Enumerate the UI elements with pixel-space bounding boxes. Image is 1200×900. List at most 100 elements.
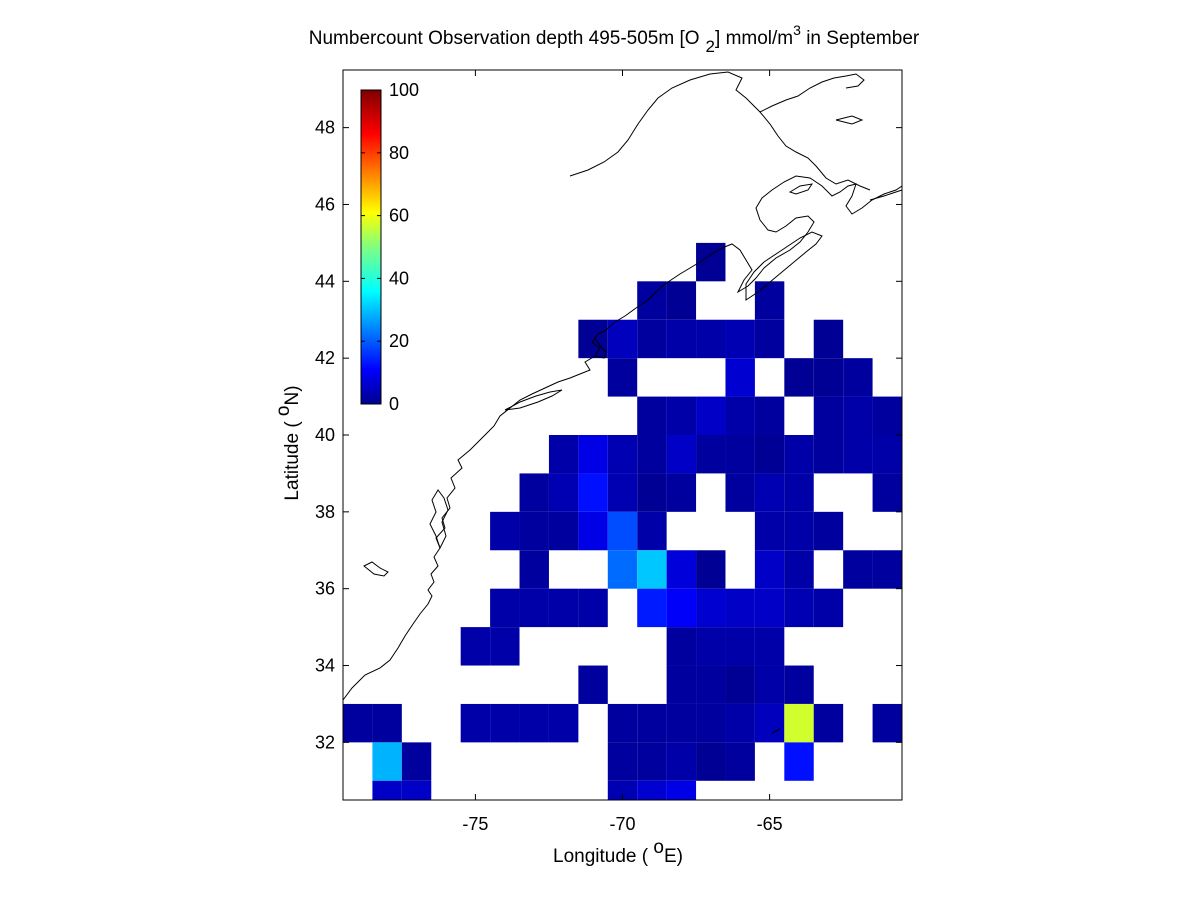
coastline-chesapeake — [429, 489, 449, 550]
colorbar-tick-label: 80 — [389, 143, 409, 163]
title-part3: in September — [801, 28, 920, 49]
heatmap-cell — [725, 627, 755, 666]
heatmap-cell — [754, 511, 785, 551]
heatmap-cell — [784, 742, 814, 781]
colorbar-tick-label: 60 — [389, 206, 409, 226]
heatmap-cell — [784, 588, 814, 628]
chart-title: Numbercount Observation depth 495-505m [… — [309, 22, 920, 56]
heatmap-cell — [607, 358, 638, 397]
heatmap-cell — [401, 780, 432, 800]
heatmap-cell — [754, 396, 785, 435]
heatmap-cell — [813, 319, 844, 359]
heatmap-cell — [519, 473, 549, 512]
coastline-prince-edward-island — [788, 183, 814, 195]
heatmap-cell — [578, 588, 608, 628]
heatmap-cell — [725, 473, 755, 512]
heatmap-cell — [813, 358, 844, 397]
y-tick-label: 46 — [315, 194, 335, 214]
x-label-post: E) — [664, 846, 683, 867]
heatmap-cell — [813, 435, 844, 474]
x-tick-label: -65 — [757, 814, 783, 834]
heatmap-cell — [637, 780, 667, 800]
heatmap-cell — [637, 742, 667, 781]
coastline-bermuda — [771, 728, 781, 734]
y-tick-label: 40 — [315, 425, 335, 445]
heatmap-cell — [490, 588, 520, 628]
y-tick-label: 44 — [315, 271, 335, 291]
heatmap-cell — [666, 742, 697, 781]
coastline-us-east — [342, 175, 903, 701]
heatmap-cell — [666, 665, 697, 704]
colorbar: 0 20 40 60 80 100 — [360, 80, 419, 414]
heatmap-cell — [666, 703, 697, 743]
x-axis-ticks: -75 -70 -65 — [462, 70, 783, 834]
heatmap-cell — [460, 627, 491, 666]
heatmap-cell — [666, 435, 697, 474]
heatmap-cell — [696, 703, 726, 743]
heatmap-cell — [754, 319, 785, 359]
heatmap-cell — [666, 588, 697, 628]
coastline-cape-cod — [594, 337, 607, 359]
title-subscript: 2 — [706, 37, 715, 56]
heatmap-cell — [784, 511, 814, 551]
heatmap-cell — [548, 588, 579, 628]
heatmap-cell — [696, 550, 726, 589]
heatmap-cell — [401, 742, 432, 781]
heatmap-cell — [872, 435, 902, 474]
x-label-pre: Longitude ( — [553, 846, 653, 867]
heatmap-cell — [372, 703, 402, 743]
heatmap-cell — [548, 473, 579, 512]
coastline-anticosti — [835, 115, 864, 125]
heatmap-cell — [725, 358, 755, 397]
heatmap-cell — [754, 703, 785, 743]
heatmap-cell — [843, 358, 873, 397]
heatmap-cell — [696, 396, 726, 435]
y-label-degree: o — [273, 405, 294, 416]
heatmap-cell — [607, 473, 638, 512]
y-axis-ticks: 32 34 36 38 40 42 44 46 48 — [315, 118, 902, 752]
heatmap-cell — [548, 435, 579, 474]
colorbar-ticks: 0 20 40 60 80 100 — [361, 80, 419, 414]
heatmap-cell — [754, 435, 785, 474]
coastline-long-island — [504, 389, 563, 411]
colorbar-tick-label: 100 — [389, 80, 419, 100]
heatmap-cell — [666, 281, 697, 320]
title-part2: ] mmol/m — [715, 28, 793, 49]
coastline — [342, 71, 903, 734]
heatmap-cell — [872, 473, 902, 512]
heatmap-cell — [784, 473, 814, 512]
heatmap-cell — [696, 435, 726, 474]
heatmap-cell — [843, 435, 873, 474]
heatmap-cell — [372, 742, 402, 781]
coastline-st-lawrence — [569, 71, 871, 191]
heatmap-cell — [754, 627, 785, 666]
heatmap-cell — [813, 511, 844, 551]
heatmap-cell — [607, 319, 638, 359]
y-tick-label: 38 — [315, 502, 335, 522]
heatmap-cell — [843, 550, 873, 589]
heatmap-cell — [754, 550, 785, 589]
heatmap-cell — [460, 703, 491, 743]
heatmap-cell — [637, 550, 667, 589]
y-tick-label: 42 — [315, 348, 335, 368]
coastline-nova-scotia — [745, 231, 823, 301]
heatmap-cell — [754, 473, 785, 512]
y-label-post: N) — [282, 385, 303, 405]
heatmap-cell — [754, 665, 785, 704]
heatmap-cell — [343, 703, 373, 743]
heatmap-cell — [519, 511, 549, 551]
heatmap-cell — [607, 511, 638, 551]
heatmap-cell — [725, 703, 755, 743]
heatmap-cell — [490, 703, 520, 743]
heatmap-cell — [637, 588, 667, 628]
heatmap-cells — [343, 242, 902, 800]
heatmap-cell — [666, 550, 697, 589]
heatmap-cell — [519, 588, 549, 628]
colorbar-tick-label: 0 — [389, 394, 399, 414]
heatmap-cell — [754, 281, 785, 320]
heatmap-cell — [490, 627, 520, 666]
y-tick-label: 34 — [315, 656, 335, 676]
colorbar-tick-label: 40 — [389, 268, 409, 288]
heatmap-cell — [872, 703, 902, 743]
